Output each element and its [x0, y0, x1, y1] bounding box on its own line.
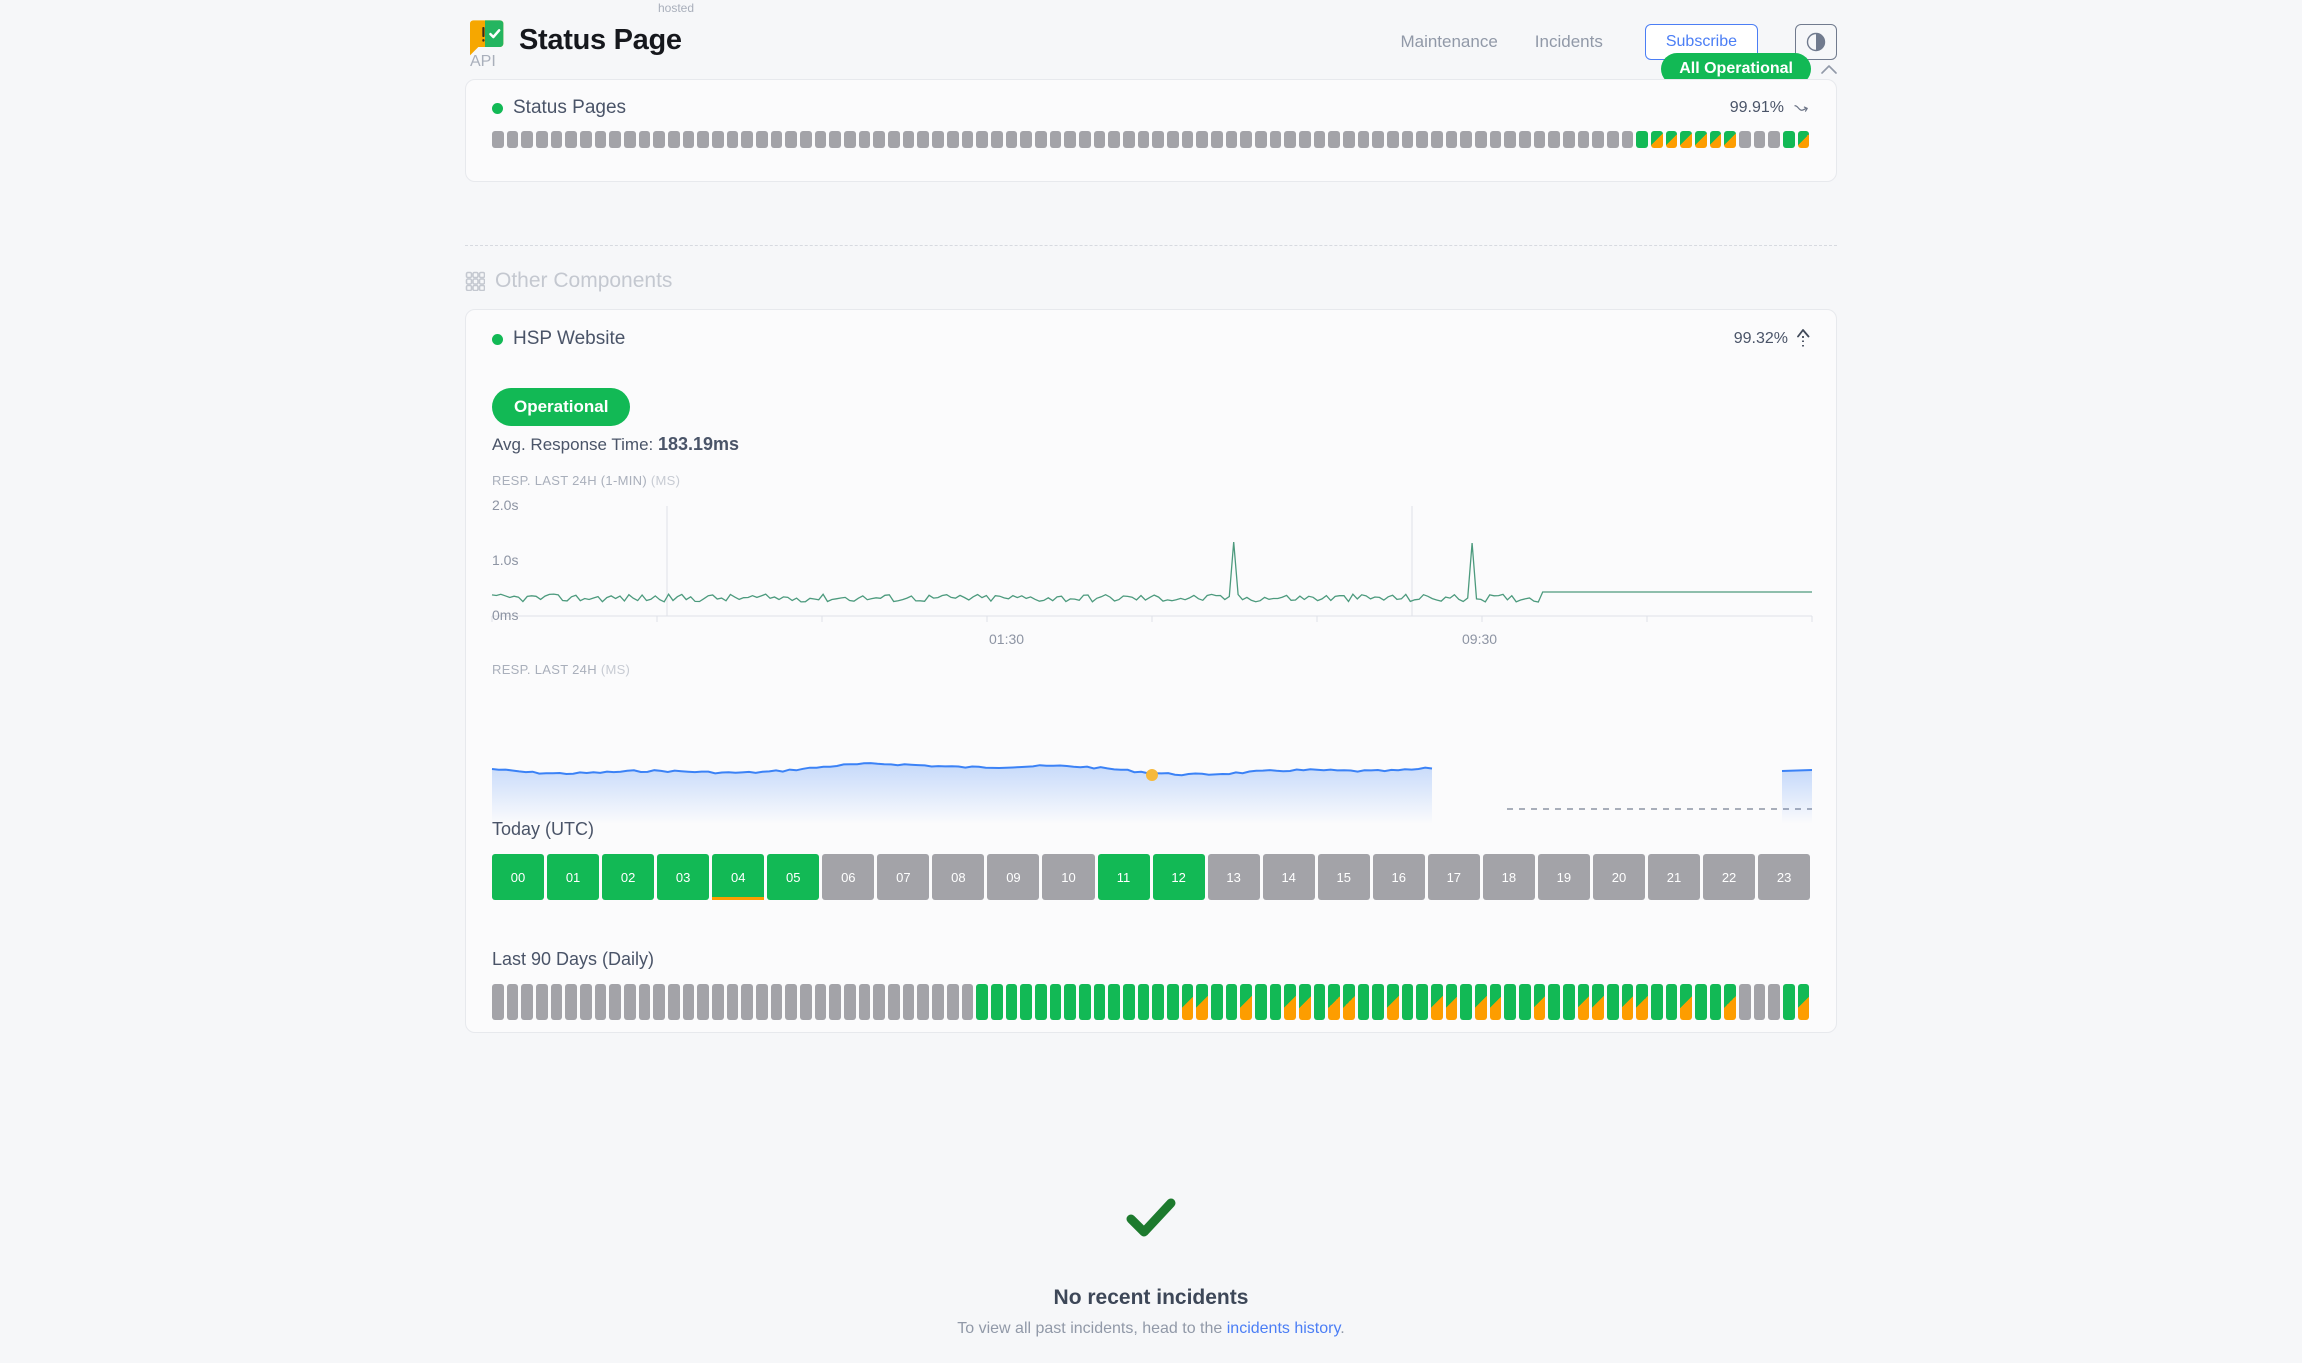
svg-text:1.0s: 1.0s [492, 552, 518, 568]
svg-text:0ms: 0ms [492, 607, 518, 623]
svg-text:2.0s: 2.0s [492, 497, 518, 513]
svg-text:01:30: 01:30 [989, 631, 1024, 647]
svg-text:09:30: 09:30 [1462, 631, 1497, 647]
